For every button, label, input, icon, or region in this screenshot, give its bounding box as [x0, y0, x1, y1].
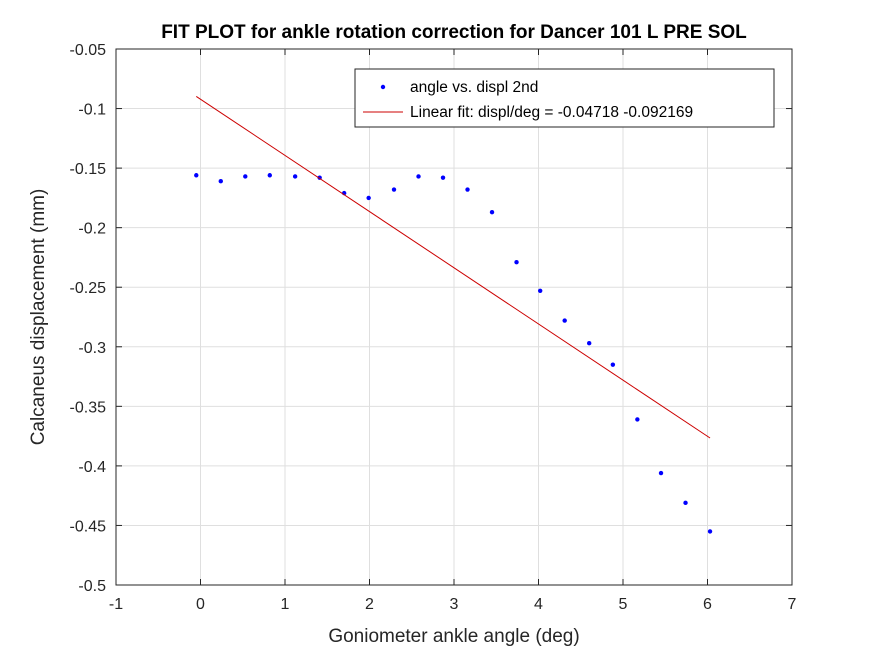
data-point [292, 174, 298, 179]
x-tick-label: 2 [365, 596, 374, 613]
chart-title: FIT PLOT for ankle rotation correction f… [161, 22, 747, 43]
legend: angle vs. displ 2nd Linear fit: displ/deg… [354, 68, 775, 128]
x-tick-label: 6 [703, 596, 712, 613]
legend-point-swatch [380, 84, 386, 90]
x-tick-label: 7 [788, 596, 797, 613]
legend-entry: Linear fit: displ/deg = -0.04718 -0.0921… [410, 104, 693, 121]
x-tick-label: 1 [281, 596, 290, 613]
data-point [562, 318, 567, 323]
data-point [683, 500, 688, 506]
legend-box [354, 68, 775, 128]
data-point [440, 175, 446, 180]
data-point [610, 362, 616, 367]
y-tick-label: -0.35 [70, 399, 107, 416]
y-tick-label: -0.05 [70, 42, 107, 59]
x-tick-label: -1 [109, 596, 123, 613]
y-axis-label: Calcaneus displacement (mm) [28, 189, 49, 446]
x-tick-label: 0 [196, 596, 205, 613]
y-tick-label: -0.3 [78, 340, 106, 357]
x-tick-label: 4 [534, 596, 543, 613]
series-layer [194, 95, 713, 534]
legend-entry: angle vs. displ 2nd [410, 79, 538, 96]
x-tick-label: 3 [450, 596, 459, 613]
data-point [416, 174, 421, 179]
data-point [514, 260, 519, 265]
data-point [707, 529, 713, 534]
data-point [267, 173, 272, 178]
y-tick-label: -0.4 [78, 459, 106, 476]
data-point [218, 179, 223, 184]
axis-ticks: -1 0 1 2 3 4 5 6 7 -0.5 -0.45 -0.4 -0.35 -0.3 -0.25 -0.… [70, 42, 797, 613]
y-tick-label: -0.45 [70, 518, 107, 535]
y-tick-label: -0.1 [78, 102, 106, 119]
y-tick-label: -0.25 [70, 280, 107, 297]
data-point [635, 417, 640, 422]
data-point [366, 195, 371, 201]
data-point [243, 174, 248, 179]
y-tick-label: -0.15 [70, 161, 107, 178]
data-point [465, 187, 470, 192]
data-point [194, 173, 199, 178]
x-axis-label: Goniometer ankle angle (deg) [328, 626, 579, 647]
fit-line [195, 95, 711, 439]
x-tick-label: 5 [619, 596, 628, 613]
y-tick-label: -0.2 [78, 221, 106, 238]
data-point [587, 341, 592, 346]
data-point [537, 288, 543, 293]
data-point [658, 470, 664, 476]
data-point [391, 187, 397, 192]
y-tick-label: -0.5 [78, 578, 106, 595]
data-point [489, 209, 495, 215]
